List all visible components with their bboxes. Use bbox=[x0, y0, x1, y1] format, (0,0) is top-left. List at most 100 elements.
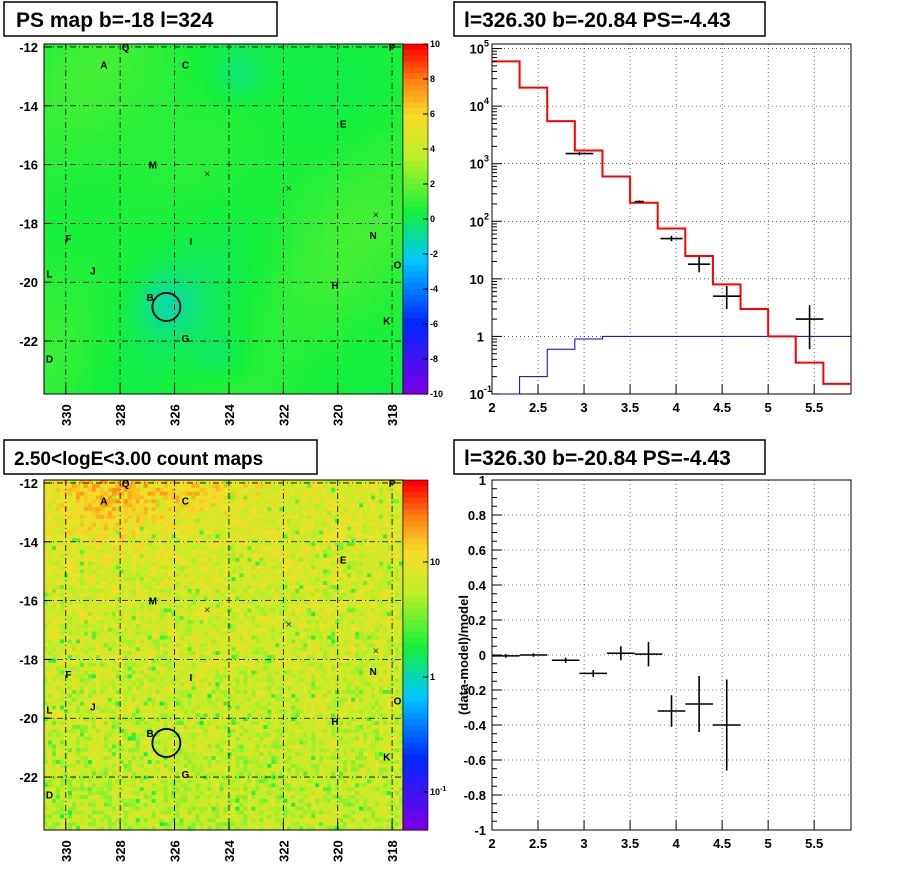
count-map-cell bbox=[119, 721, 125, 726]
ps-map-cell bbox=[333, 384, 344, 394]
spectrum-y-tick-exp: 5 bbox=[484, 39, 489, 49]
count-map-cell bbox=[131, 542, 137, 547]
count-map-cell bbox=[47, 526, 53, 532]
count-map-cell bbox=[139, 674, 145, 679]
ps-map-cell bbox=[193, 82, 205, 94]
ps-map-cell bbox=[133, 267, 145, 278]
count-map-cell bbox=[44, 678, 49, 683]
count-map-cell bbox=[59, 518, 65, 524]
count-map-cell bbox=[163, 522, 169, 528]
count-map-cell bbox=[107, 810, 113, 815]
count-map-cell bbox=[139, 491, 145, 497]
count-map-cell bbox=[111, 612, 117, 617]
count-map-cell bbox=[55, 705, 61, 710]
ps-map-cell bbox=[313, 374, 324, 385]
ps-map-cell bbox=[313, 306, 324, 317]
count-map-cell bbox=[155, 534, 161, 539]
ps-map-y-tick-label: -18 bbox=[19, 216, 38, 231]
count-map-cell bbox=[127, 740, 133, 745]
ps-map-cell bbox=[193, 160, 205, 171]
count-map-cell bbox=[135, 569, 141, 574]
count-map-cell bbox=[51, 798, 57, 804]
ps-map-cell bbox=[233, 180, 245, 191]
count-map-cell bbox=[75, 725, 81, 730]
ps-map-cell bbox=[233, 355, 245, 366]
count-map-cell bbox=[171, 779, 177, 784]
count-map-cell bbox=[147, 522, 153, 528]
ps-map-cell bbox=[203, 53, 215, 65]
count-map-cell bbox=[59, 826, 65, 830]
ps-map-cell bbox=[303, 257, 314, 269]
ps-map-cell bbox=[73, 219, 85, 230]
ps-map-cell bbox=[153, 92, 165, 103]
count-map-cell bbox=[79, 553, 85, 559]
ps-map-cell bbox=[383, 325, 394, 337]
ps-map-cell bbox=[143, 82, 155, 94]
count-map-cell bbox=[147, 480, 153, 485]
count-map-cell bbox=[123, 760, 129, 765]
count-map-cell bbox=[159, 608, 165, 613]
count-map-cell bbox=[159, 643, 165, 648]
count-map-cell bbox=[187, 775, 193, 780]
ps-map-cell bbox=[373, 345, 384, 356]
ps-map-cell bbox=[393, 316, 403, 327]
ps-map-cell bbox=[273, 92, 284, 103]
ps-map-cell bbox=[153, 228, 165, 240]
count-map-cell bbox=[83, 771, 89, 777]
count-map-cell bbox=[71, 701, 77, 707]
count-map-cell bbox=[83, 806, 89, 812]
ps-map-cell bbox=[233, 150, 245, 162]
ps-map-x-tick-label: 320 bbox=[331, 404, 346, 426]
ps-map-cell bbox=[323, 257, 334, 269]
count-map-cell bbox=[99, 608, 105, 613]
count-map-cell bbox=[163, 690, 169, 695]
ps-map-cell bbox=[253, 238, 264, 249]
count-map-cell bbox=[171, 686, 177, 691]
count-map-cell bbox=[171, 802, 177, 808]
ps-map-cell bbox=[303, 141, 314, 152]
count-map-cell bbox=[167, 581, 173, 586]
count-map-cell bbox=[44, 826, 49, 830]
count-map-cell bbox=[131, 627, 137, 633]
count-map-cell bbox=[47, 623, 53, 629]
count-map-cell bbox=[51, 627, 57, 633]
ps-map-cell bbox=[63, 364, 75, 376]
count-map-cell bbox=[119, 732, 125, 738]
count-map-cell bbox=[91, 553, 97, 559]
count-map-cell bbox=[63, 686, 69, 691]
ps-map-cell bbox=[143, 131, 155, 142]
ps-map-cell bbox=[353, 384, 364, 394]
count-map-cell bbox=[87, 623, 93, 629]
count-map-cell bbox=[87, 787, 93, 792]
count-map-cell bbox=[59, 569, 65, 574]
count-map-cell bbox=[171, 787, 177, 792]
ps-map-cell bbox=[103, 345, 115, 356]
count-map-cell bbox=[63, 542, 69, 547]
ps-map-cell bbox=[143, 296, 155, 308]
count-map-cell bbox=[107, 530, 113, 535]
count-map-cell bbox=[183, 592, 189, 598]
count-map-cell bbox=[123, 670, 129, 675]
ps-map-cell bbox=[313, 296, 324, 308]
count-map-cell bbox=[131, 635, 137, 640]
count-map-cell bbox=[147, 557, 153, 563]
count-map-cell bbox=[44, 686, 49, 691]
count-map-cell bbox=[63, 783, 69, 788]
count-map-cell bbox=[47, 600, 53, 605]
count-map-cell bbox=[95, 511, 101, 516]
count-map-cell bbox=[44, 771, 49, 777]
count-map-cell bbox=[115, 542, 121, 547]
count-map-cell bbox=[44, 787, 49, 792]
ps-map-cell bbox=[283, 325, 294, 337]
count-map-cell bbox=[44, 522, 49, 528]
count-map-cell bbox=[115, 678, 121, 683]
count-map-cell bbox=[139, 495, 145, 500]
count-map-cell bbox=[51, 822, 57, 827]
ps-map-colorbar-cell bbox=[403, 137, 428, 144]
ps-map-cell bbox=[93, 219, 105, 230]
count-map-cell bbox=[143, 592, 149, 598]
count-map-cell bbox=[91, 487, 97, 493]
ps-map-cell bbox=[293, 277, 304, 288]
count-map-cell bbox=[143, 561, 149, 567]
count-map-cell bbox=[51, 752, 57, 757]
